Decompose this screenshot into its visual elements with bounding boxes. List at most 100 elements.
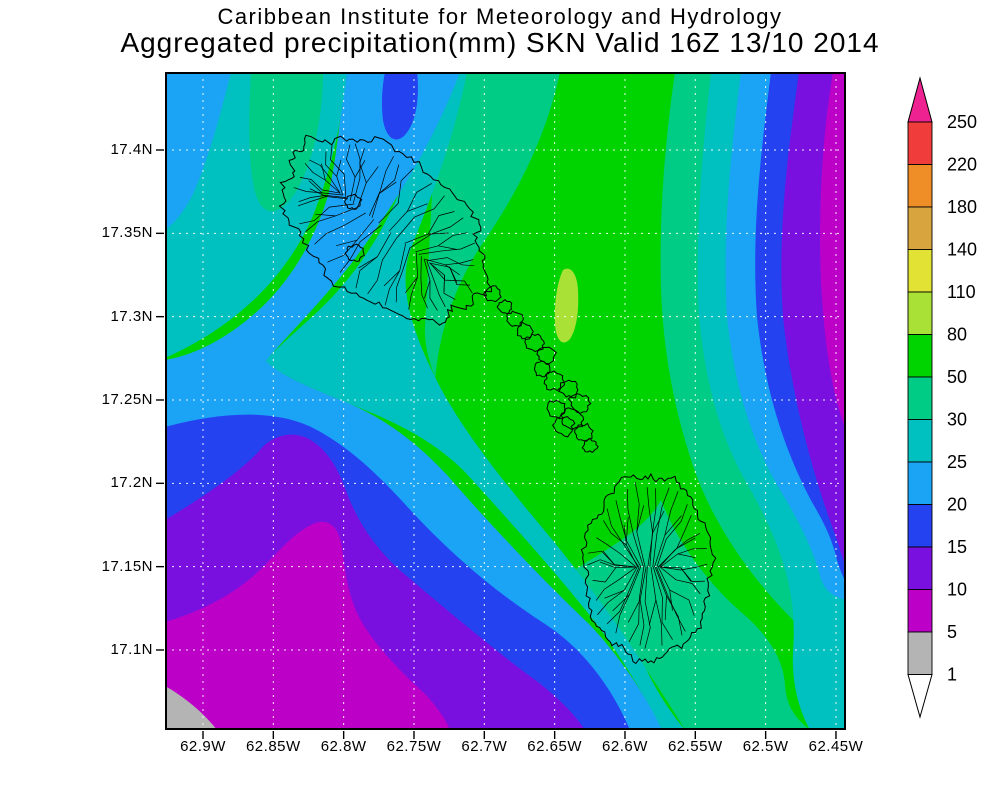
st-kitts-drainage-line bbox=[430, 263, 473, 294]
lat-tick-label: 17.35N bbox=[101, 224, 153, 242]
nevis-drainage-line bbox=[660, 563, 708, 571]
map-plot-area bbox=[165, 72, 846, 730]
peninsula-islet bbox=[551, 416, 576, 438]
st-kitts-drainage-line bbox=[378, 168, 414, 224]
colorbar-label: 10 bbox=[947, 580, 967, 600]
nevis-drainage-line bbox=[664, 515, 682, 536]
nevis-drainage-line bbox=[636, 505, 645, 532]
st-kitts-drainage-line bbox=[299, 203, 355, 225]
band-magenta-5-10-right bbox=[820, 72, 846, 430]
map-frame bbox=[165, 72, 846, 730]
colorbar-label: 80 bbox=[947, 325, 967, 345]
peninsula-islet bbox=[524, 333, 545, 353]
st-kitts-drainage-line bbox=[325, 151, 344, 196]
nevis-drainage-line bbox=[676, 537, 696, 549]
nevis-drainage-line bbox=[606, 508, 640, 568]
lon-tick-label: 62.55W bbox=[667, 738, 723, 755]
colorbar-segment-5-10 bbox=[907, 589, 933, 633]
nevis-drainage-line bbox=[626, 488, 644, 568]
st-kitts-drainage-line bbox=[299, 177, 341, 194]
colorbar-label: 25 bbox=[947, 452, 967, 472]
nevis-drainage-line bbox=[677, 553, 696, 559]
nevis-drainage-line bbox=[652, 487, 670, 568]
lon-tick-label: 62.6W bbox=[602, 738, 648, 755]
st-kitts-drainage-line bbox=[321, 163, 326, 181]
st-kitts-coastline bbox=[278, 134, 492, 326]
lat-tick-label: 17.4N bbox=[110, 141, 153, 158]
st-kitts-drainage-line bbox=[366, 166, 379, 184]
nevis-drainage-line bbox=[596, 537, 637, 568]
peninsula-islet bbox=[546, 399, 566, 420]
nevis-drainage-line bbox=[599, 561, 616, 569]
nevis-drainage-line bbox=[659, 533, 701, 568]
nevis-drainage-line bbox=[660, 548, 707, 568]
colorbar-segment-220-250 bbox=[907, 121, 933, 165]
colorbar-label: 30 bbox=[947, 410, 967, 430]
lon-tick-label: 62.9W bbox=[180, 738, 226, 755]
nevis-drainage-line bbox=[659, 566, 701, 595]
nevis-drainage-line bbox=[592, 566, 636, 583]
colorbar: 250 220 180 140 110 80 50 30 25 20 15 10 5 1 bbox=[907, 76, 977, 719]
colorbar-segment-15-20 bbox=[907, 504, 933, 548]
st-kitts-drainage-line bbox=[304, 163, 340, 193]
st-kitts-drainage-line bbox=[297, 196, 348, 207]
band-skyblue-20-25-corner bbox=[165, 72, 231, 230]
lat-tick-label: 17.2N bbox=[110, 474, 153, 492]
colorbar-label: 250 bbox=[947, 112, 977, 132]
colorbar-segment-1-5 bbox=[907, 631, 933, 675]
st-kitts-drainage-line bbox=[357, 148, 367, 207]
band-teal-25-30-central bbox=[266, 72, 685, 730]
lat-tick-label: 17.3N bbox=[110, 307, 153, 325]
colorbar-label: 5 bbox=[947, 622, 957, 642]
band-emerald-30-50-topblob bbox=[249, 72, 323, 212]
st-kitts-drainage-line bbox=[449, 267, 458, 283]
st-kitts-drainage-line bbox=[405, 276, 418, 294]
colorbar-segment-30-50 bbox=[907, 376, 933, 420]
colorbar-segment-20-25 bbox=[907, 461, 933, 505]
st-kitts-drainage-line bbox=[293, 187, 343, 196]
band-teal-25-30-corner-br bbox=[819, 672, 846, 730]
nevis-drainage-line bbox=[587, 550, 636, 568]
st-kitts-drainage-line bbox=[383, 270, 400, 287]
colorbar-label: 110 bbox=[947, 282, 976, 302]
st-kitts-drainage-line bbox=[420, 256, 428, 309]
colorbar-label: 15 bbox=[947, 537, 967, 557]
figure-title: Caribbean Institute for Meteorology and … bbox=[217, 4, 783, 29]
nevis-drainage-line bbox=[649, 488, 657, 568]
st-kitts-drainage-line bbox=[438, 245, 458, 250]
nevis-drainage-line bbox=[651, 510, 665, 535]
nevis-drainage-line bbox=[650, 566, 663, 646]
band-gray-1-5-corner bbox=[165, 686, 217, 730]
st-kitts-drainage-line bbox=[314, 212, 366, 245]
nevis-drainage-line bbox=[602, 550, 615, 565]
nevis-drainage-line bbox=[656, 504, 688, 568]
colorbar-label: 1 bbox=[947, 665, 957, 685]
nevis-drainage-line bbox=[615, 500, 642, 568]
lon-tick-label: 62.7W bbox=[461, 738, 508, 755]
colorbar-segment-50-80 bbox=[907, 334, 933, 378]
lat-tick-label: 17.15N bbox=[101, 557, 153, 575]
figure-subtitle: Aggregated precipitation(mm) SKN Valid 1… bbox=[120, 27, 880, 58]
band-yellowgreen-80-110-maximum bbox=[554, 268, 579, 343]
nevis-drainage-line bbox=[606, 566, 640, 625]
colorbar-segment-140-180 bbox=[907, 206, 933, 250]
lon-tick-label: 62.5W bbox=[742, 738, 789, 755]
precipitation-contour-map bbox=[165, 72, 846, 730]
nevis-drainage-line bbox=[657, 566, 695, 616]
peninsula-islet bbox=[581, 437, 599, 454]
st-kitts-drainage-line bbox=[358, 256, 378, 269]
st-kitts-basin-circle bbox=[344, 243, 365, 262]
st-kitts-island bbox=[278, 134, 492, 326]
st-kitts-drainage-line bbox=[298, 195, 347, 203]
st-kitts-drainage-line bbox=[368, 155, 395, 216]
nevis-drainage-line bbox=[680, 567, 692, 582]
lon-tick-label: 62.75W bbox=[386, 738, 442, 755]
st-kitts-drainage-line bbox=[309, 159, 341, 193]
nevis-drainage-line bbox=[634, 482, 646, 568]
islands bbox=[278, 134, 717, 665]
nevis-drainage-line bbox=[669, 590, 673, 611]
colorbar-arrow-down-icon bbox=[907, 674, 933, 719]
nevis-drainage-line bbox=[626, 516, 629, 541]
colorbar-segment-180-220 bbox=[907, 164, 933, 208]
st-kitts-drainage-line bbox=[408, 252, 418, 310]
